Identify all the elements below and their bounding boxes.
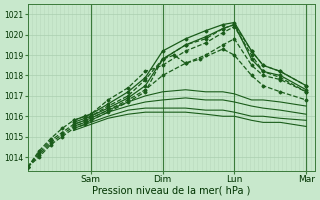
X-axis label: Pression niveau de la mer( hPa ): Pression niveau de la mer( hPa ) bbox=[92, 186, 250, 196]
